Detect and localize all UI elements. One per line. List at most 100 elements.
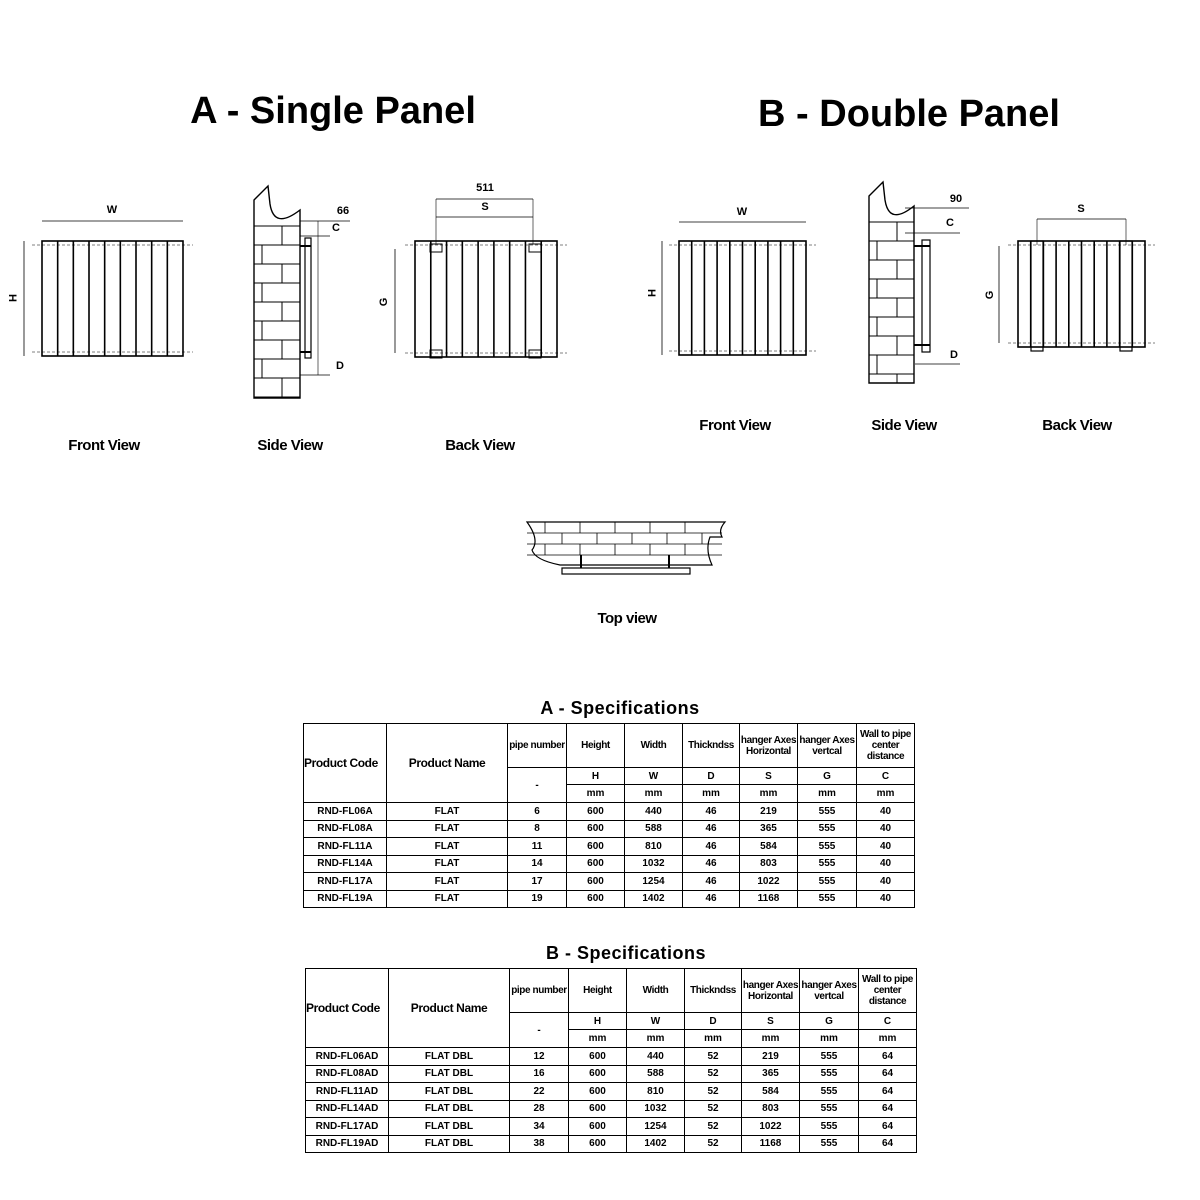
table-cell: 803 (739, 854, 798, 873)
header-symbol: H (568, 1012, 627, 1030)
table-cell: 46 (682, 854, 740, 873)
dim-back-width-a: 511 (476, 182, 494, 194)
table-cell: 588 (624, 819, 683, 838)
table-cell: FLAT (386, 802, 508, 821)
table-cell: RND-FL08A (303, 819, 387, 838)
table-cell: 555 (799, 1047, 859, 1066)
header-column: hanger Axes Horizontal (741, 968, 800, 1013)
dim-offset-b: 90 (950, 193, 962, 205)
front-view-label-a: Front View (68, 437, 140, 454)
table-cell: RND-FL19A (303, 889, 387, 908)
dim-w-a: W (107, 204, 118, 216)
table-cell: 8 (507, 819, 567, 838)
table-cell: 555 (799, 1064, 859, 1083)
table-cell: 52 (684, 1047, 742, 1066)
table-cell: 600 (566, 889, 625, 908)
table-cell: 1168 (741, 1134, 800, 1153)
hanger-a (528, 243, 542, 253)
header-column: hanger Axes Horizontal (739, 723, 798, 768)
table-cell: FLAT (386, 819, 508, 838)
table-row: RND-FL17AD FLAT DBL 34 600 1254 52 1022 555 64 (305, 1117, 917, 1136)
table-cell: RND-FL08AD (305, 1064, 389, 1083)
table-cell: 440 (624, 802, 683, 821)
header-product-name: Product Name (388, 968, 510, 1048)
table-cell: 600 (566, 872, 625, 891)
dim-h-b: H (645, 289, 657, 297)
side-view-label-b: Side View (871, 417, 937, 434)
header-unit: mm (568, 1029, 627, 1048)
header-column: Width (626, 968, 685, 1013)
dim-offset-a: 66 (337, 205, 349, 217)
hanger-b (1119, 240, 1133, 352)
table-cell: 803 (741, 1099, 800, 1118)
table-cell: FLAT DBL (388, 1047, 510, 1066)
header-unit: mm (739, 784, 798, 803)
header-unit: mm (682, 784, 740, 803)
dim-s-a: S (481, 201, 488, 213)
table-row: RND-FL19A FLAT 19 600 1402 46 1168 555 40 (303, 889, 915, 908)
table-cell: 64 (858, 1099, 917, 1118)
table-cell: 64 (858, 1134, 917, 1153)
table-cell: 38 (509, 1134, 569, 1153)
table-cell: 600 (566, 837, 625, 856)
table-cell: 34 (509, 1117, 569, 1136)
table-cell: 52 (684, 1134, 742, 1153)
table-cell: 555 (797, 802, 857, 821)
header-product-name: Product Name (386, 723, 508, 803)
table-cell: 600 (568, 1064, 627, 1083)
table-cell: RND-FL17AD (305, 1117, 389, 1136)
dim-d-b: D (950, 349, 958, 361)
header-column: Width (624, 723, 683, 768)
table-cell: 1032 (624, 854, 683, 873)
header-symbol: W (626, 1012, 685, 1030)
table-cell: FLAT DBL (388, 1117, 510, 1136)
header-column: Thickndss (684, 968, 742, 1013)
table-cell: 19 (507, 889, 567, 908)
table-cell: 46 (682, 837, 740, 856)
table-cell: 555 (797, 819, 857, 838)
table-cell: 40 (856, 837, 915, 856)
table-row: RND-FL08A FLAT 8 600 588 46 365 555 40 (303, 819, 915, 838)
hanger-a (528, 349, 542, 359)
table-cell: 46 (682, 889, 740, 908)
table-cell: 365 (739, 819, 798, 838)
table-cell: 1032 (626, 1099, 685, 1118)
header-unit: mm (626, 1029, 685, 1048)
table-cell: 40 (856, 819, 915, 838)
table-row: RND-FL06AD FLAT DBL 12 600 440 52 219 555 64 (305, 1047, 917, 1066)
table-cell: 40 (856, 802, 915, 821)
header-symbol: S (739, 767, 798, 785)
header-symbol: - (507, 767, 567, 803)
header-symbol: G (797, 767, 857, 785)
table-cell: 1022 (739, 872, 798, 891)
spec-a-title: A - Specifications (540, 698, 700, 718)
table-cell: 40 (856, 854, 915, 873)
dim-h-a: H (6, 294, 18, 302)
table-cell: FLAT (386, 854, 508, 873)
table-cell: RND-FL17A (303, 872, 387, 891)
table-cell: 1254 (626, 1117, 685, 1136)
table-cell: 52 (684, 1117, 742, 1136)
top-view-label: Top view (597, 610, 657, 627)
table-cell: 11 (507, 837, 567, 856)
table-cell: 22 (509, 1082, 569, 1101)
dim-c-b: C (946, 217, 954, 229)
table-cell: 555 (799, 1134, 859, 1153)
spec-a-table: Product Code Product Name pipe number Heigh… (303, 723, 915, 908)
table-cell: FLAT DBL (388, 1064, 510, 1083)
header-column: hanger Axes vertcal (799, 968, 859, 1013)
table-cell: RND-FL06A (303, 802, 387, 821)
header-column: Height (566, 723, 625, 768)
header-column: Wall to pipe center distance (856, 723, 915, 768)
table-row: RND-FL11AD FLAT DBL 22 600 810 52 584 555 64 (305, 1082, 917, 1101)
front-view-label-b: Front View (699, 417, 771, 434)
header-column: Height (568, 968, 627, 1013)
front-radiator-a (41, 240, 184, 357)
dim-g-b: G (984, 291, 996, 300)
header-unit: mm (858, 1029, 917, 1048)
table-row: RND-FL14AD FLAT DBL 28 600 1032 52 803 555 64 (305, 1099, 917, 1118)
table-cell: 555 (799, 1099, 859, 1118)
back-radiator-a (414, 240, 558, 358)
table-cell: 600 (566, 819, 625, 838)
dim-g-a: G (378, 298, 390, 307)
